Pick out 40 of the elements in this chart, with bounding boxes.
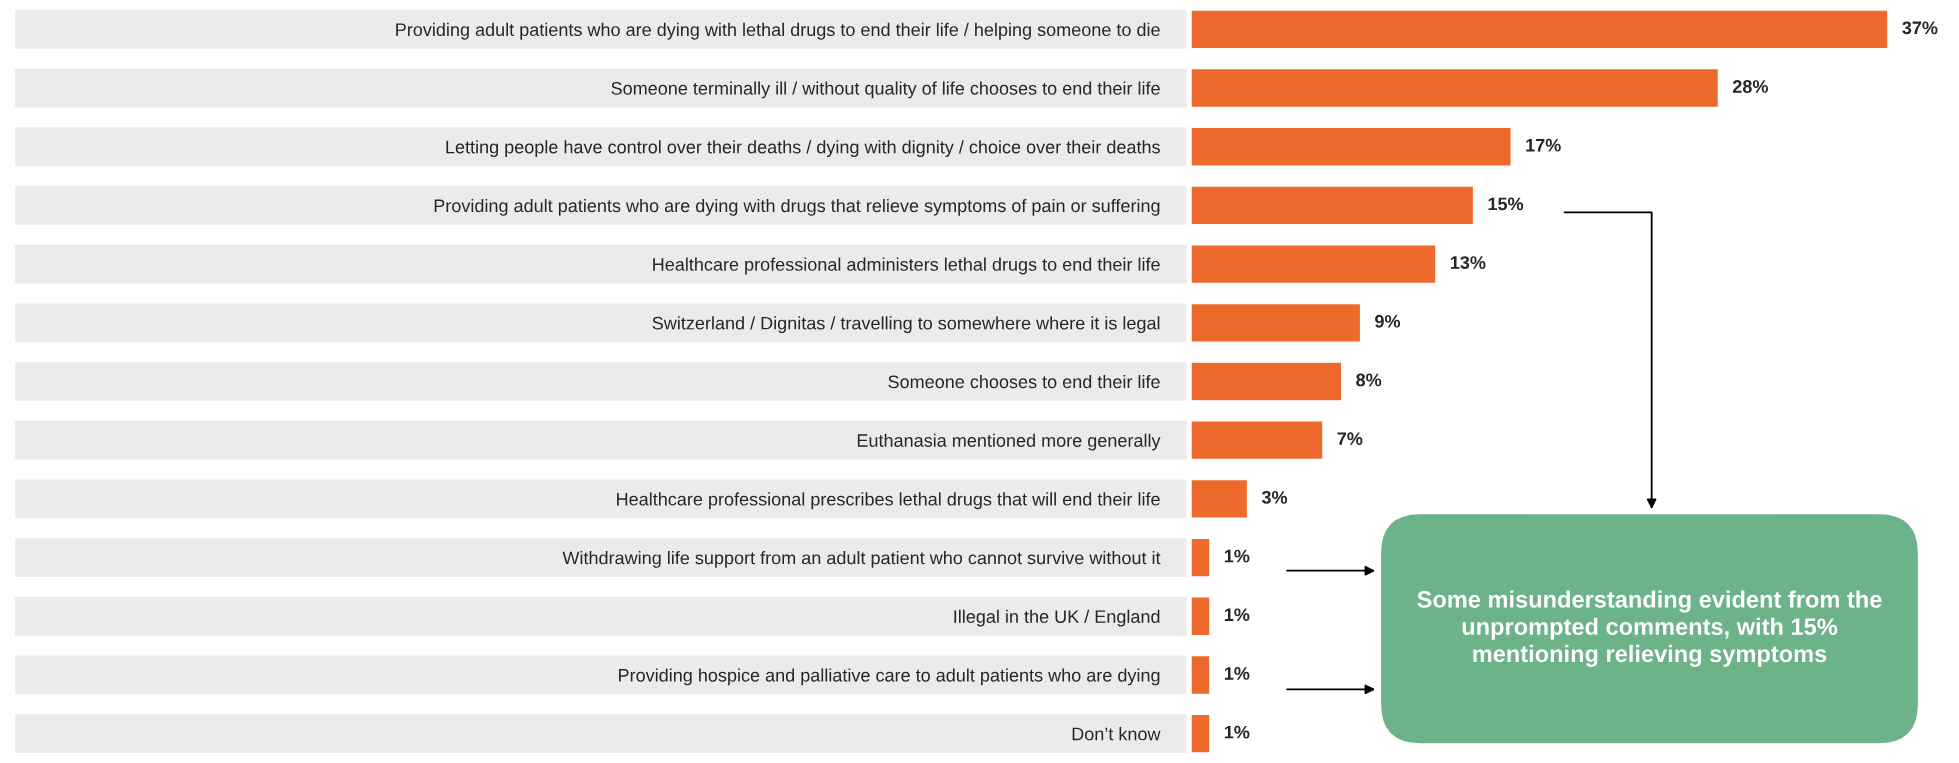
bar	[1191, 537, 1211, 578]
y-tick-label: Switzerland / Dignitas / travelling to somewhere where it is legal	[652, 316, 1160, 334]
data-label: 1%	[1224, 667, 1250, 680]
bar	[1191, 478, 1249, 519]
bar	[1191, 126, 1512, 167]
y-tick-label: Euthanasia mentioned more generally	[857, 433, 1161, 451]
data-label: 37%	[1902, 21, 1938, 35]
bar	[1191, 596, 1211, 637]
data-label: 7%	[1337, 432, 1363, 445]
bar	[1191, 9, 1889, 50]
annotation: Some misunderstanding evident from the unprompted comments, with 15% mentioning relieving symptoms	[1417, 590, 1882, 667]
y-tick-label: Healthcare professional administers lethal drugs to end their life	[653, 257, 1160, 275]
y-tick-label: Providing hospice and palliative care to adult patients who are dying	[619, 668, 1160, 686]
data-label: 13%	[1450, 256, 1486, 269]
data-label: 1%	[1224, 549, 1250, 563]
data-label: 9%	[1375, 314, 1401, 328]
bar	[1191, 713, 1211, 754]
y-tick-label: Letting people have control over their deaths / dying with dignity / choice over their deaths	[446, 140, 1160, 158]
y-tick-label: Don’t know	[1072, 727, 1161, 741]
bar	[1191, 244, 1437, 285]
bar	[1191, 185, 1475, 226]
bar	[1191, 67, 1720, 109]
y-tick-label: Someone chooses to end their life	[888, 374, 1160, 389]
data-label: 1%	[1224, 608, 1250, 622]
data-label: 15%	[1488, 197, 1524, 211]
bar	[1191, 361, 1343, 402]
y-tick-label: Healthcare professional prescribes lethal drugs that will end their life	[617, 492, 1160, 510]
y-tick-label: Someone terminally ill / without quality of life chooses to end their life	[611, 81, 1160, 99]
data-label: 1%	[1224, 725, 1250, 739]
y-tick-label: Withdrawing life support from an adult patient who cannot survive without it	[562, 551, 1161, 568]
bar	[1191, 302, 1362, 343]
y-tick-label: Providing adult patients who are dying with drugs that relieve symptoms of pain or suffering	[434, 198, 1160, 216]
data-label: 3%	[1261, 490, 1288, 504]
data-label: 8%	[1356, 373, 1382, 387]
y-tick-label: Illegal in the UK / England	[954, 609, 1160, 627]
data-label: 17%	[1526, 138, 1561, 152]
data-label: 28%	[1732, 80, 1768, 93]
y-tick-label: Providing adult patients who are dying with lethal drugs to end their life / helping someone to die	[396, 22, 1160, 40]
bar	[1191, 420, 1324, 461]
bar	[1191, 654, 1211, 696]
